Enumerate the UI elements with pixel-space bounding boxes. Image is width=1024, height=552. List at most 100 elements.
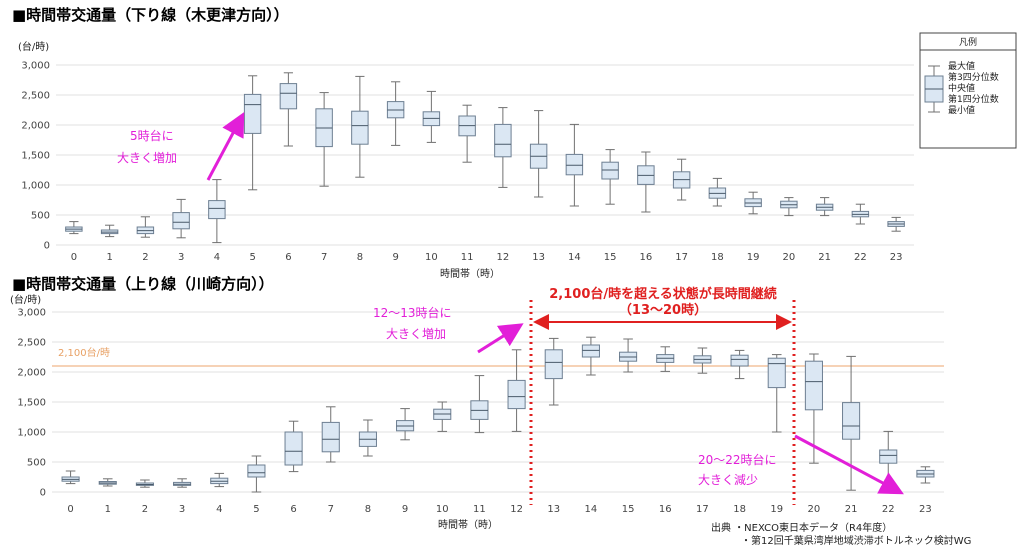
chart1-x-tick-label: 18 (711, 252, 724, 263)
chart2-x-tick-label: 13 (547, 504, 560, 515)
legend-item-median: 中央値 (948, 82, 975, 94)
iqr-box (284, 431, 303, 466)
chart2-y-tick-label: 2,000 (17, 368, 46, 379)
iqr-box (351, 110, 369, 145)
chart1-box-6 (279, 72, 298, 147)
iqr-box (321, 421, 340, 453)
iqr-box (767, 357, 786, 389)
chart2-y-ticks: 0 500 1,000 1,500 2,000 2,500 3,000 (17, 308, 46, 499)
chart1-x-tick-label: 22 (854, 252, 867, 263)
chart1-box-8 (351, 75, 369, 178)
chart2-x-tick-label: 14 (585, 504, 598, 515)
chart2-x-tick-label: 18 (733, 504, 746, 515)
chart2-box-19 (767, 354, 786, 433)
chart1-annotation-line-1: 5時台に (130, 128, 174, 143)
chart2-box-12 (507, 349, 526, 432)
chart2-box-20 (804, 353, 823, 464)
chart2-x-tick-label: 20 (808, 504, 821, 515)
chart1-box-10 (422, 90, 441, 143)
chart2-decrease-annotation-line-2: 大きく減少 (698, 472, 758, 487)
chart2-x-tick-label: 21 (845, 504, 858, 515)
chart2-x-tick-label: 0 (67, 504, 73, 515)
chart1-x-tick-label: 14 (568, 252, 581, 263)
chart2-y-tick-label: 0 (40, 488, 46, 499)
iqr-box (172, 212, 190, 230)
chart2-box-11 (470, 375, 489, 434)
chart1-box-13 (529, 110, 548, 198)
chart2-box-23 (916, 466, 935, 484)
chart1-x-tick-label: 16 (640, 252, 653, 263)
chart2-x-tick-label: 2 (142, 504, 148, 515)
chart2-box-1 (98, 478, 117, 487)
period-annotation-line-1: 2,100台/時を超える状態が長時間継続 (549, 286, 776, 302)
period-annotation-line-2: （13～20時） (619, 302, 707, 318)
chart2-x-tick-label: 15 (622, 504, 635, 515)
chart2-x-tick-label: 19 (770, 504, 783, 515)
chart1-x-tick-label: 19 (747, 252, 760, 263)
chart1-box-20 (780, 197, 798, 217)
iqr-box (804, 360, 823, 411)
chart1-y-tick-label: 1,000 (21, 181, 50, 192)
chart1-box-15 (601, 149, 619, 205)
iqr-box (208, 200, 226, 220)
chart1-y-tick-label: 3,000 (21, 61, 50, 72)
chart1-x-tick-label: 20 (783, 252, 796, 263)
chart2-x-tick-label: 23 (919, 504, 932, 515)
chart2-box-10 (433, 401, 452, 432)
chart2-x-axis-label: 時間帯（時） (438, 518, 498, 531)
chart2-box-9 (396, 408, 415, 441)
chart2-increase-arrow (477, 323, 524, 354)
chart1-box-19 (744, 191, 762, 215)
chart1-box-12 (494, 107, 512, 188)
chart2-x-tick-label: 12 (510, 504, 523, 515)
chart1-x-tick-label: 5 (249, 252, 255, 263)
chart1-box-0 (65, 221, 83, 235)
chart1-gridlines (56, 64, 914, 246)
chart2-x-tick-label: 5 (253, 504, 259, 515)
chart2-x-tick-label: 11 (473, 504, 486, 515)
iqr-box (581, 344, 600, 358)
chart2-decrease-annotation-line-1: 20～22時台に (698, 452, 777, 467)
chart2-y-tick-label: 3,000 (17, 308, 46, 319)
legend-item-max: 最大値 (948, 60, 975, 72)
chart1-x-tick-label: 12 (497, 252, 510, 263)
chart2-x-ticks: 0 1 2 3 4 5 6 7 8 9 10 11 12 13 14 15 16 17 18 19 20 21 22 23 (67, 504, 931, 515)
chart2-box-16 (656, 346, 675, 372)
chart1-x-tick-label: 21 (818, 252, 831, 263)
chart2-y-tick-label: 1,500 (17, 398, 46, 409)
chart1-x-tick-label: 3 (178, 252, 184, 263)
chart1-x-tick-label: 11 (461, 252, 474, 263)
chart1-y-ticks: 0 500 1,000 1,500 2,000 2,500 3,000 (21, 61, 50, 252)
chart1-y-tick-label: 500 (31, 211, 50, 222)
chart2-box-8 (358, 419, 377, 457)
chart1-box-23 (887, 216, 905, 232)
legend-item-q1: 第1四分位数 (948, 93, 999, 105)
iqr-box (730, 354, 749, 367)
chart2-reference-label: 2,100台/時 (58, 346, 110, 359)
chart2-box-7 (321, 406, 340, 463)
chart2-increase-annotation-line-1: 12～13時台に (373, 305, 452, 320)
chart1-x-axis-label: 時間帯（時） (440, 267, 500, 280)
chart2-box-15 (619, 338, 638, 373)
chart2-x-tick-label: 16 (659, 504, 672, 515)
chart1-box-21 (815, 197, 834, 217)
chart2-box-4 (210, 472, 229, 488)
chart1-x-ticks: 0 1 2 3 4 5 6 7 8 9 10 11 12 13 14 15 16 17 18 19 20 21 22 23 (71, 252, 903, 263)
chart2-box-6 (284, 420, 303, 473)
chart2-unit: (台/時) (10, 293, 41, 306)
chart1-box-14 (565, 123, 584, 207)
iqr-box (494, 123, 512, 158)
chart2-x-tick-label: 7 (328, 504, 334, 515)
chart1-x-tick-label: 10 (425, 252, 438, 263)
chart2-title: ■時間帯交通量（上り線（川崎方向）） (12, 275, 274, 293)
iqr-box (243, 93, 262, 134)
chart1-x-tick-label: 1 (106, 252, 112, 263)
chart1-annotation-arrow (206, 112, 245, 181)
chart2-increase-annotation-line-2: 大きく増加 (386, 327, 446, 341)
chart2-box-18 (730, 349, 749, 380)
chart1-box-1 (100, 224, 119, 238)
chart2-y-tick-label: 2,500 (17, 338, 46, 349)
chart1-x-tick-label: 9 (392, 252, 398, 263)
chart1-x-tick-label: 4 (214, 252, 220, 263)
